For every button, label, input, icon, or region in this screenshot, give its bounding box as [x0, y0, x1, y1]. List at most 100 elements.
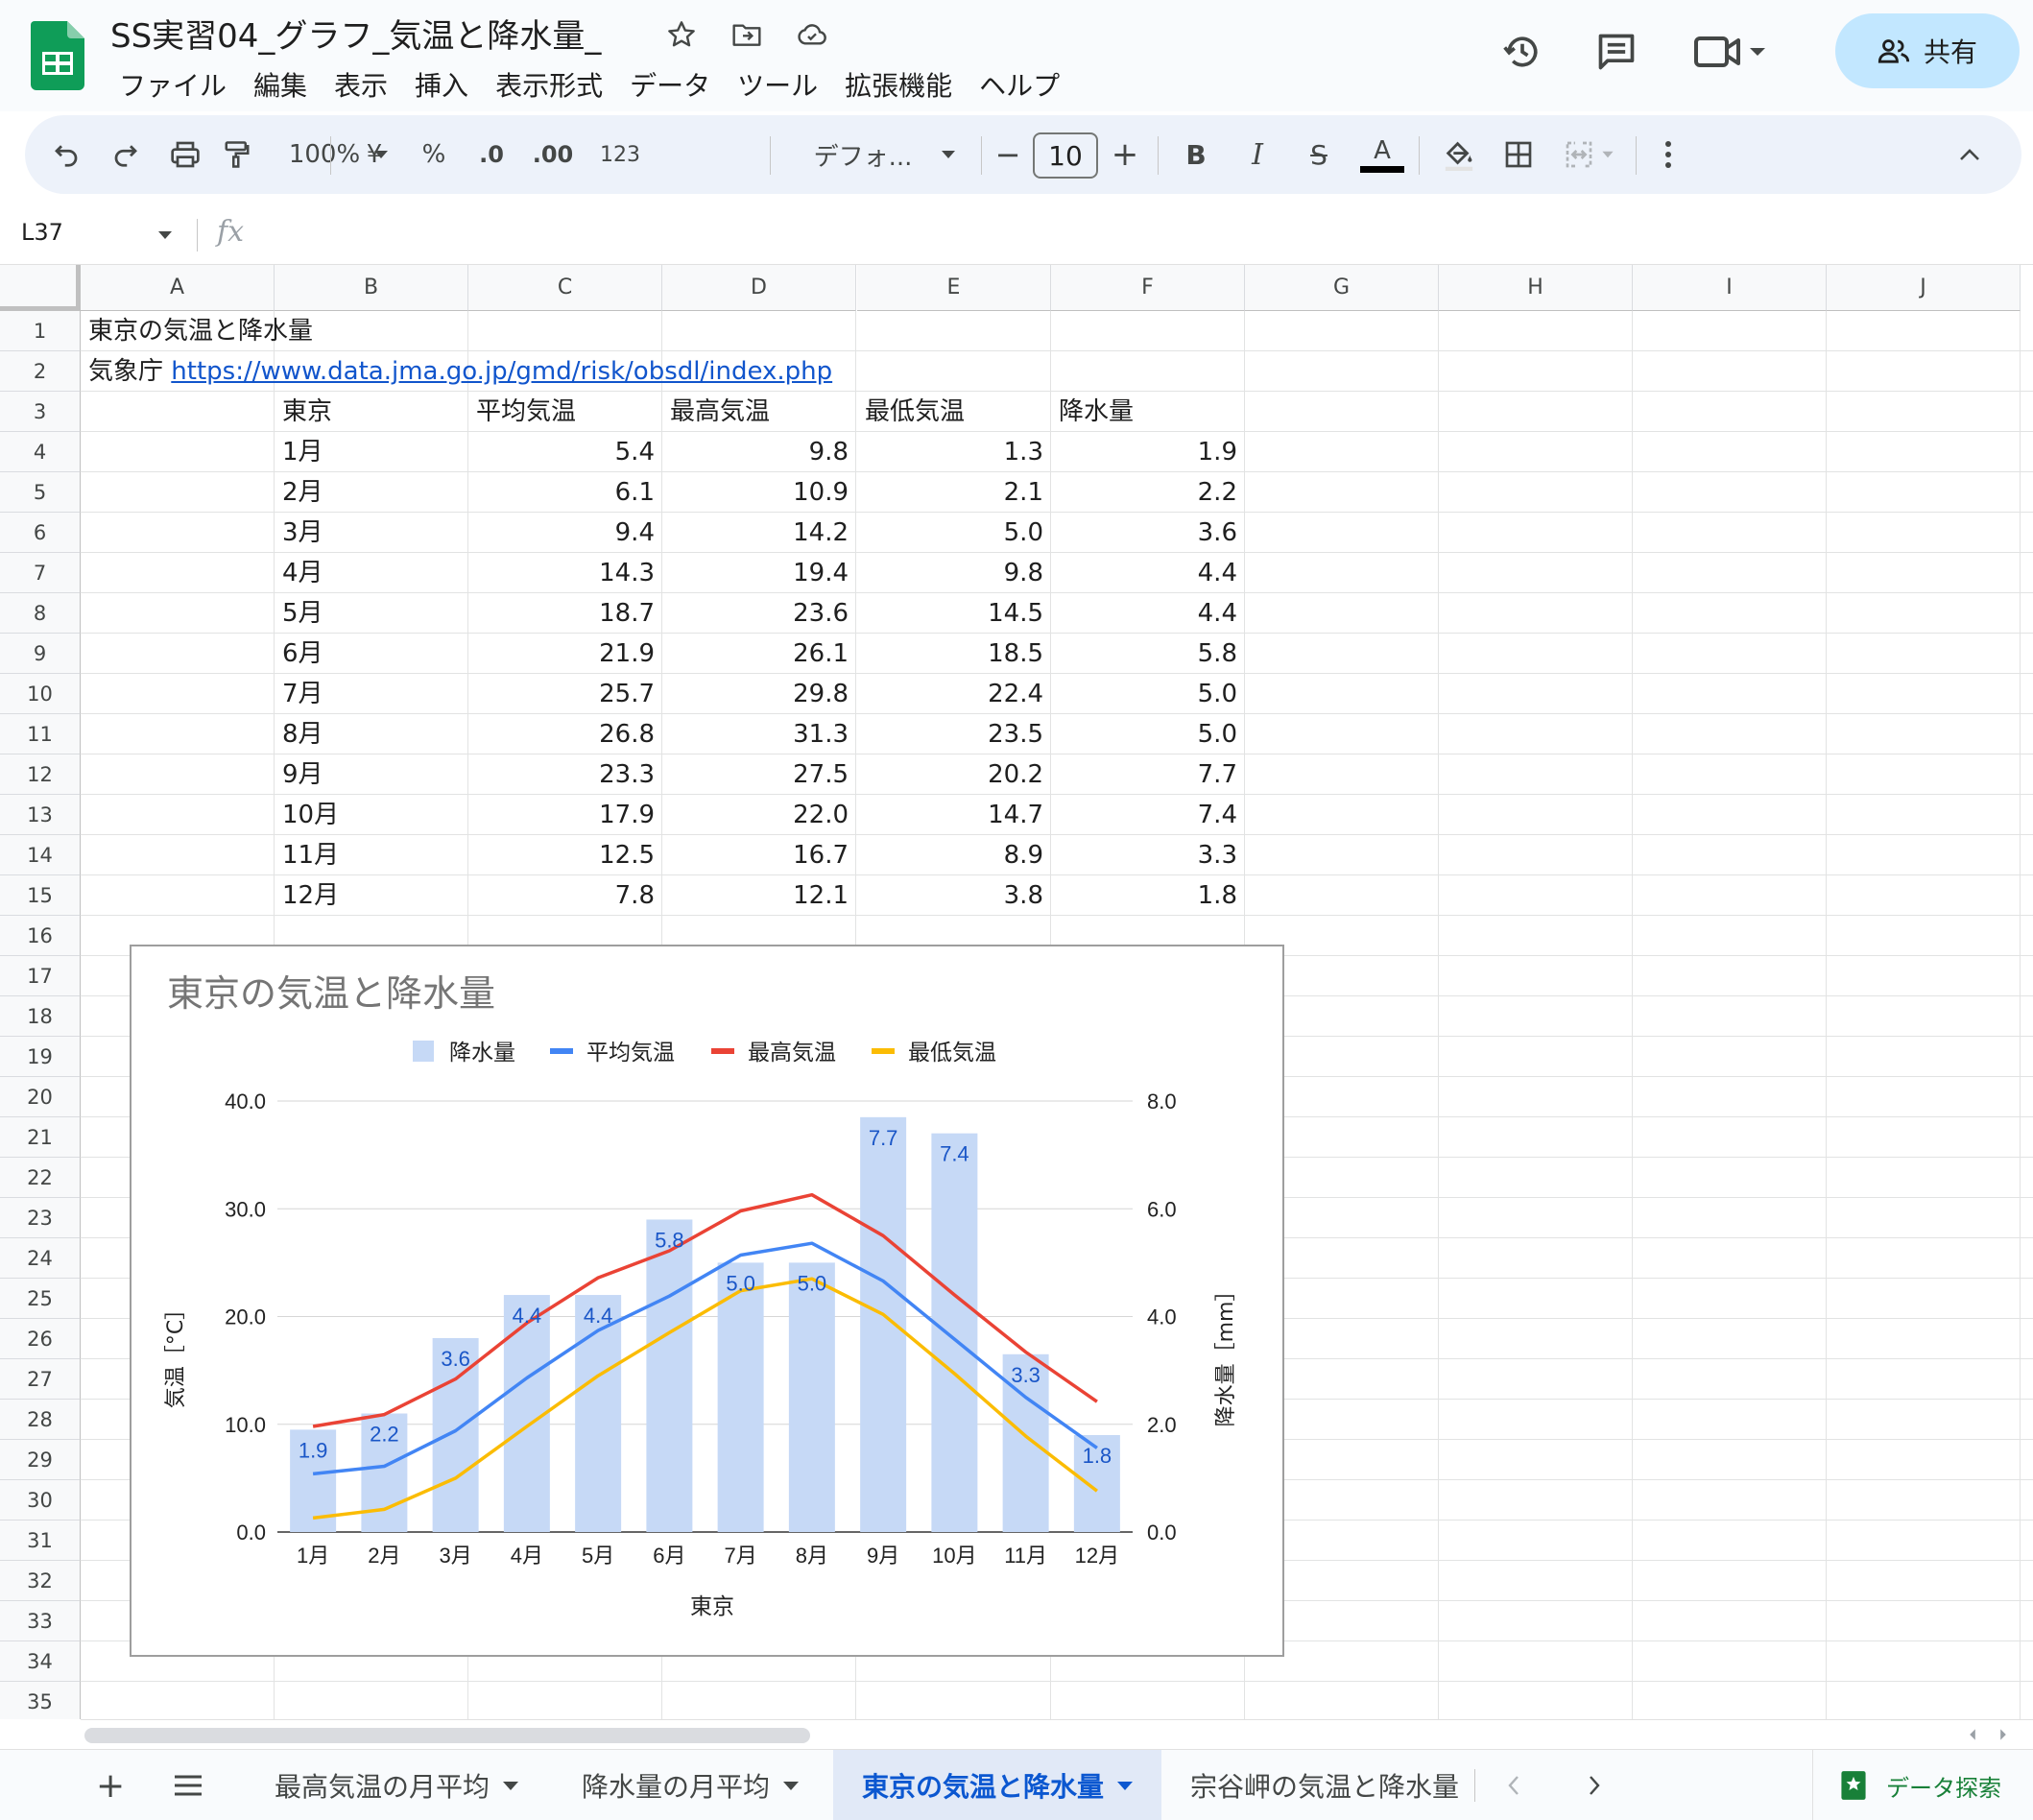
row-header-2[interactable]: 2 [0, 351, 81, 392]
value-cell[interactable]: 12.5 [599, 841, 655, 870]
value-cell[interactable]: 3.6 [1197, 518, 1237, 547]
cloud-saved-icon[interactable] [793, 15, 831, 54]
row-header-7[interactable]: 7 [0, 553, 81, 593]
value-cell[interactable]: 5.0 [1197, 720, 1237, 749]
value-cell[interactable]: 23.5 [988, 720, 1043, 749]
column-header-a[interactable]: A [81, 265, 275, 311]
month-cell[interactable]: 4月 [282, 559, 323, 587]
precipitation-bar[interactable] [1073, 1434, 1120, 1532]
scroll-tabs-left-icon[interactable] [1494, 1750, 1534, 1820]
formula-input[interactable] [269, 205, 1997, 263]
value-cell[interactable]: 23.3 [599, 760, 655, 789]
horizontal-scrollbar[interactable] [81, 1719, 2033, 1748]
menu-format[interactable]: 表示形式 [495, 70, 604, 102]
header-cell[interactable]: 最高気温 [670, 397, 771, 426]
borders-icon[interactable] [1494, 115, 1543, 194]
menu-insert[interactable]: 挿入 [415, 70, 469, 102]
precipitation-bar[interactable] [931, 1133, 978, 1532]
value-cell[interactable]: 4.4 [1197, 599, 1237, 628]
row-header-3[interactable]: 3 [0, 392, 81, 432]
print-icon[interactable] [161, 115, 209, 194]
chevron-down-icon[interactable] [1117, 1781, 1134, 1790]
menu-view[interactable]: 表示 [334, 70, 389, 102]
add-sheet-button[interactable]: + [96, 1765, 126, 1806]
value-cell[interactable]: 25.7 [599, 680, 655, 708]
column-header-j[interactable]: J [1827, 265, 2021, 311]
line-series-1[interactable] [312, 1241, 1098, 1476]
header-cell[interactable]: 降水量 [1059, 397, 1135, 426]
menu-extensions[interactable]: 拡張機能 [845, 70, 953, 102]
precipitation-bar[interactable] [646, 1219, 693, 1532]
italic-button[interactable]: I [1252, 137, 1263, 172]
row-header-6[interactable]: 6 [0, 513, 81, 553]
value-cell[interactable]: 9.4 [614, 518, 655, 547]
value-cell[interactable]: 21.9 [599, 639, 655, 668]
value-cell[interactable]: 14.5 [988, 599, 1043, 628]
precipitation-bar[interactable] [860, 1116, 907, 1532]
value-cell[interactable]: 29.8 [793, 680, 849, 708]
source-link[interactable]: https://www.data.jma.go.jp/gmd/risk/obsd… [171, 357, 833, 386]
row-header-35[interactable]: 35 [0, 1682, 81, 1719]
row-header-25[interactable]: 25 [0, 1279, 81, 1319]
zoom-select[interactable]: 100% [286, 115, 392, 194]
sheet-tab-3-active[interactable]: 東京の気温と降水量 [833, 1750, 1162, 1820]
row-header-10[interactable]: 10 [0, 674, 81, 714]
value-cell[interactable]: 14.7 [988, 801, 1043, 829]
month-cell[interactable]: 10月 [282, 801, 340, 829]
more-options-icon[interactable] [1649, 115, 1687, 194]
menu-tools[interactable]: ツール [737, 70, 819, 102]
sheet-tab-1[interactable]: 最高気温の月平均 [246, 1750, 547, 1820]
row-header-29[interactable]: 29 [0, 1440, 81, 1480]
header-cell[interactable]: 平均気温 [476, 397, 577, 426]
row-header-34[interactable]: 34 [0, 1641, 81, 1682]
column-header-e[interactable]: E [857, 265, 1051, 311]
month-cell[interactable]: 3月 [282, 518, 323, 547]
row-header-16[interactable]: 16 [0, 916, 81, 956]
value-cell[interactable]: 5.8 [1197, 639, 1237, 668]
row-header-32[interactable]: 32 [0, 1561, 81, 1601]
explore-button[interactable]: データ探索 [1812, 1750, 2033, 1820]
history-icon[interactable] [1495, 25, 1549, 79]
value-cell[interactable]: 8.9 [1003, 841, 1043, 870]
value-cell[interactable]: 17.9 [599, 801, 655, 829]
text-color-button[interactable]: A [1357, 115, 1407, 194]
increase-font-size-button[interactable]: + [1111, 135, 1139, 174]
font-family-select[interactable]: デフォ... [789, 115, 981, 194]
row-header-11[interactable]: 11 [0, 714, 81, 754]
column-header-b[interactable]: B [275, 265, 468, 311]
bold-button[interactable]: B [1185, 138, 1207, 171]
menu-edit[interactable]: 編集 [253, 70, 308, 102]
value-cell[interactable]: 9.8 [1003, 559, 1043, 587]
cell-a1-title[interactable]: 東京の気温と降水量 [88, 317, 314, 346]
value-cell[interactable]: 5.0 [1197, 680, 1237, 708]
value-cell[interactable]: 1.3 [1003, 438, 1043, 467]
row-header-30[interactable]: 30 [0, 1480, 81, 1521]
value-cell[interactable]: 23.6 [793, 599, 849, 628]
header-cell[interactable]: 最低気温 [865, 397, 966, 426]
month-cell[interactable]: 7月 [282, 680, 323, 708]
name-box[interactable]: L37 [21, 219, 63, 246]
currency-format-button[interactable]: ¥ [366, 140, 383, 169]
value-cell[interactable]: 22.4 [988, 680, 1043, 708]
chevron-down-icon[interactable] [157, 230, 173, 240]
row-header-18[interactable]: 18 [0, 996, 81, 1037]
value-cell[interactable]: 7.8 [614, 881, 655, 910]
value-cell[interactable]: 9.8 [808, 438, 849, 467]
strikethrough-button[interactable]: S [1310, 138, 1327, 171]
row-header-9[interactable]: 9 [0, 634, 81, 674]
row-header-22[interactable]: 22 [0, 1158, 81, 1198]
more-formats-button[interactable]: 123 [600, 142, 640, 167]
sheets-logo-icon[interactable] [31, 21, 84, 90]
meet-video-icon[interactable] [1687, 25, 1774, 79]
value-cell[interactable]: 2.2 [1197, 478, 1237, 507]
scroll-tabs-right-icon[interactable] [1574, 1750, 1614, 1820]
row-header-15[interactable]: 15 [0, 875, 81, 916]
scroll-left-icon[interactable] [1966, 1728, 1979, 1741]
row-header-1[interactable]: 1 [0, 311, 81, 351]
row-header-5[interactable]: 5 [0, 472, 81, 513]
row-header-23[interactable]: 23 [0, 1198, 81, 1238]
header-cell[interactable]: 東京 [282, 397, 333, 426]
value-cell[interactable]: 22.0 [793, 801, 849, 829]
column-header-d[interactable]: D [662, 265, 856, 311]
increase-decimal-button[interactable]: .00 [524, 115, 582, 194]
